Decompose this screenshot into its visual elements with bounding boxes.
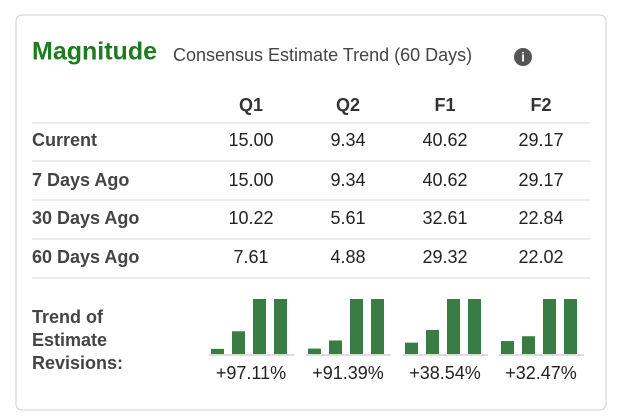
column-header: Q1 <box>239 95 263 115</box>
cell: 32.61 <box>422 208 467 228</box>
trend-bar <box>232 331 245 354</box>
info-glyph[interactable]: i <box>521 49 525 64</box>
trend-bar <box>501 341 514 354</box>
info-circle[interactable] <box>514 48 532 66</box>
column-header: Q2 <box>336 95 360 115</box>
trend-bar <box>564 299 577 354</box>
trend-change: +91.39% <box>312 363 384 383</box>
trend-bar <box>543 299 556 354</box>
cell: 22.84 <box>518 208 563 228</box>
cell: 15.00 <box>228 170 273 190</box>
column-header: F2 <box>530 95 551 115</box>
cell: 29.17 <box>518 130 563 150</box>
row-label: Current <box>32 130 97 150</box>
cell: 29.17 <box>518 170 563 190</box>
cell: 5.61 <box>330 208 365 228</box>
trend-bar <box>522 336 535 354</box>
cell: 29.32 <box>422 247 467 267</box>
row-label: 60 Days Ago <box>32 247 139 267</box>
info-icon[interactable]: i <box>514 48 532 66</box>
trend-bar <box>253 299 266 354</box>
cell: 40.62 <box>422 130 467 150</box>
cell: 22.02 <box>518 247 563 267</box>
cell: 9.34 <box>330 130 365 150</box>
trend-bar <box>405 342 418 354</box>
cell: 10.22 <box>228 208 273 228</box>
trend-bar <box>468 299 481 354</box>
cell: 15.00 <box>228 130 273 150</box>
trend-label: Revisions: <box>32 353 123 373</box>
trend-bar <box>274 299 287 354</box>
trend-change: +97.11% <box>216 363 286 383</box>
trend-bar <box>329 340 342 354</box>
cell: 40.62 <box>422 170 467 190</box>
title: Magnitude <box>32 38 157 66</box>
column-header: F1 <box>434 95 455 115</box>
cell: 4.88 <box>330 247 365 267</box>
cell: 7.61 <box>233 247 268 267</box>
trend-change: +38.54% <box>409 363 481 383</box>
trend-bar <box>426 329 439 354</box>
trend-bar <box>371 299 384 354</box>
subtitle: Consensus Estimate Trend (60 Days) <box>173 45 472 65</box>
trend-bar <box>211 348 224 354</box>
row-label: 7 Days Ago <box>32 170 129 190</box>
trend-bar <box>308 348 321 354</box>
row-label: 30 Days Ago <box>32 208 139 228</box>
trend-bar <box>447 299 460 354</box>
trend-label: Estimate <box>32 330 107 350</box>
trend-change: +32.47% <box>505 363 577 383</box>
trend-bar <box>350 299 363 354</box>
cell: 9.34 <box>330 170 365 190</box>
trend-label: Trend of <box>32 307 104 327</box>
